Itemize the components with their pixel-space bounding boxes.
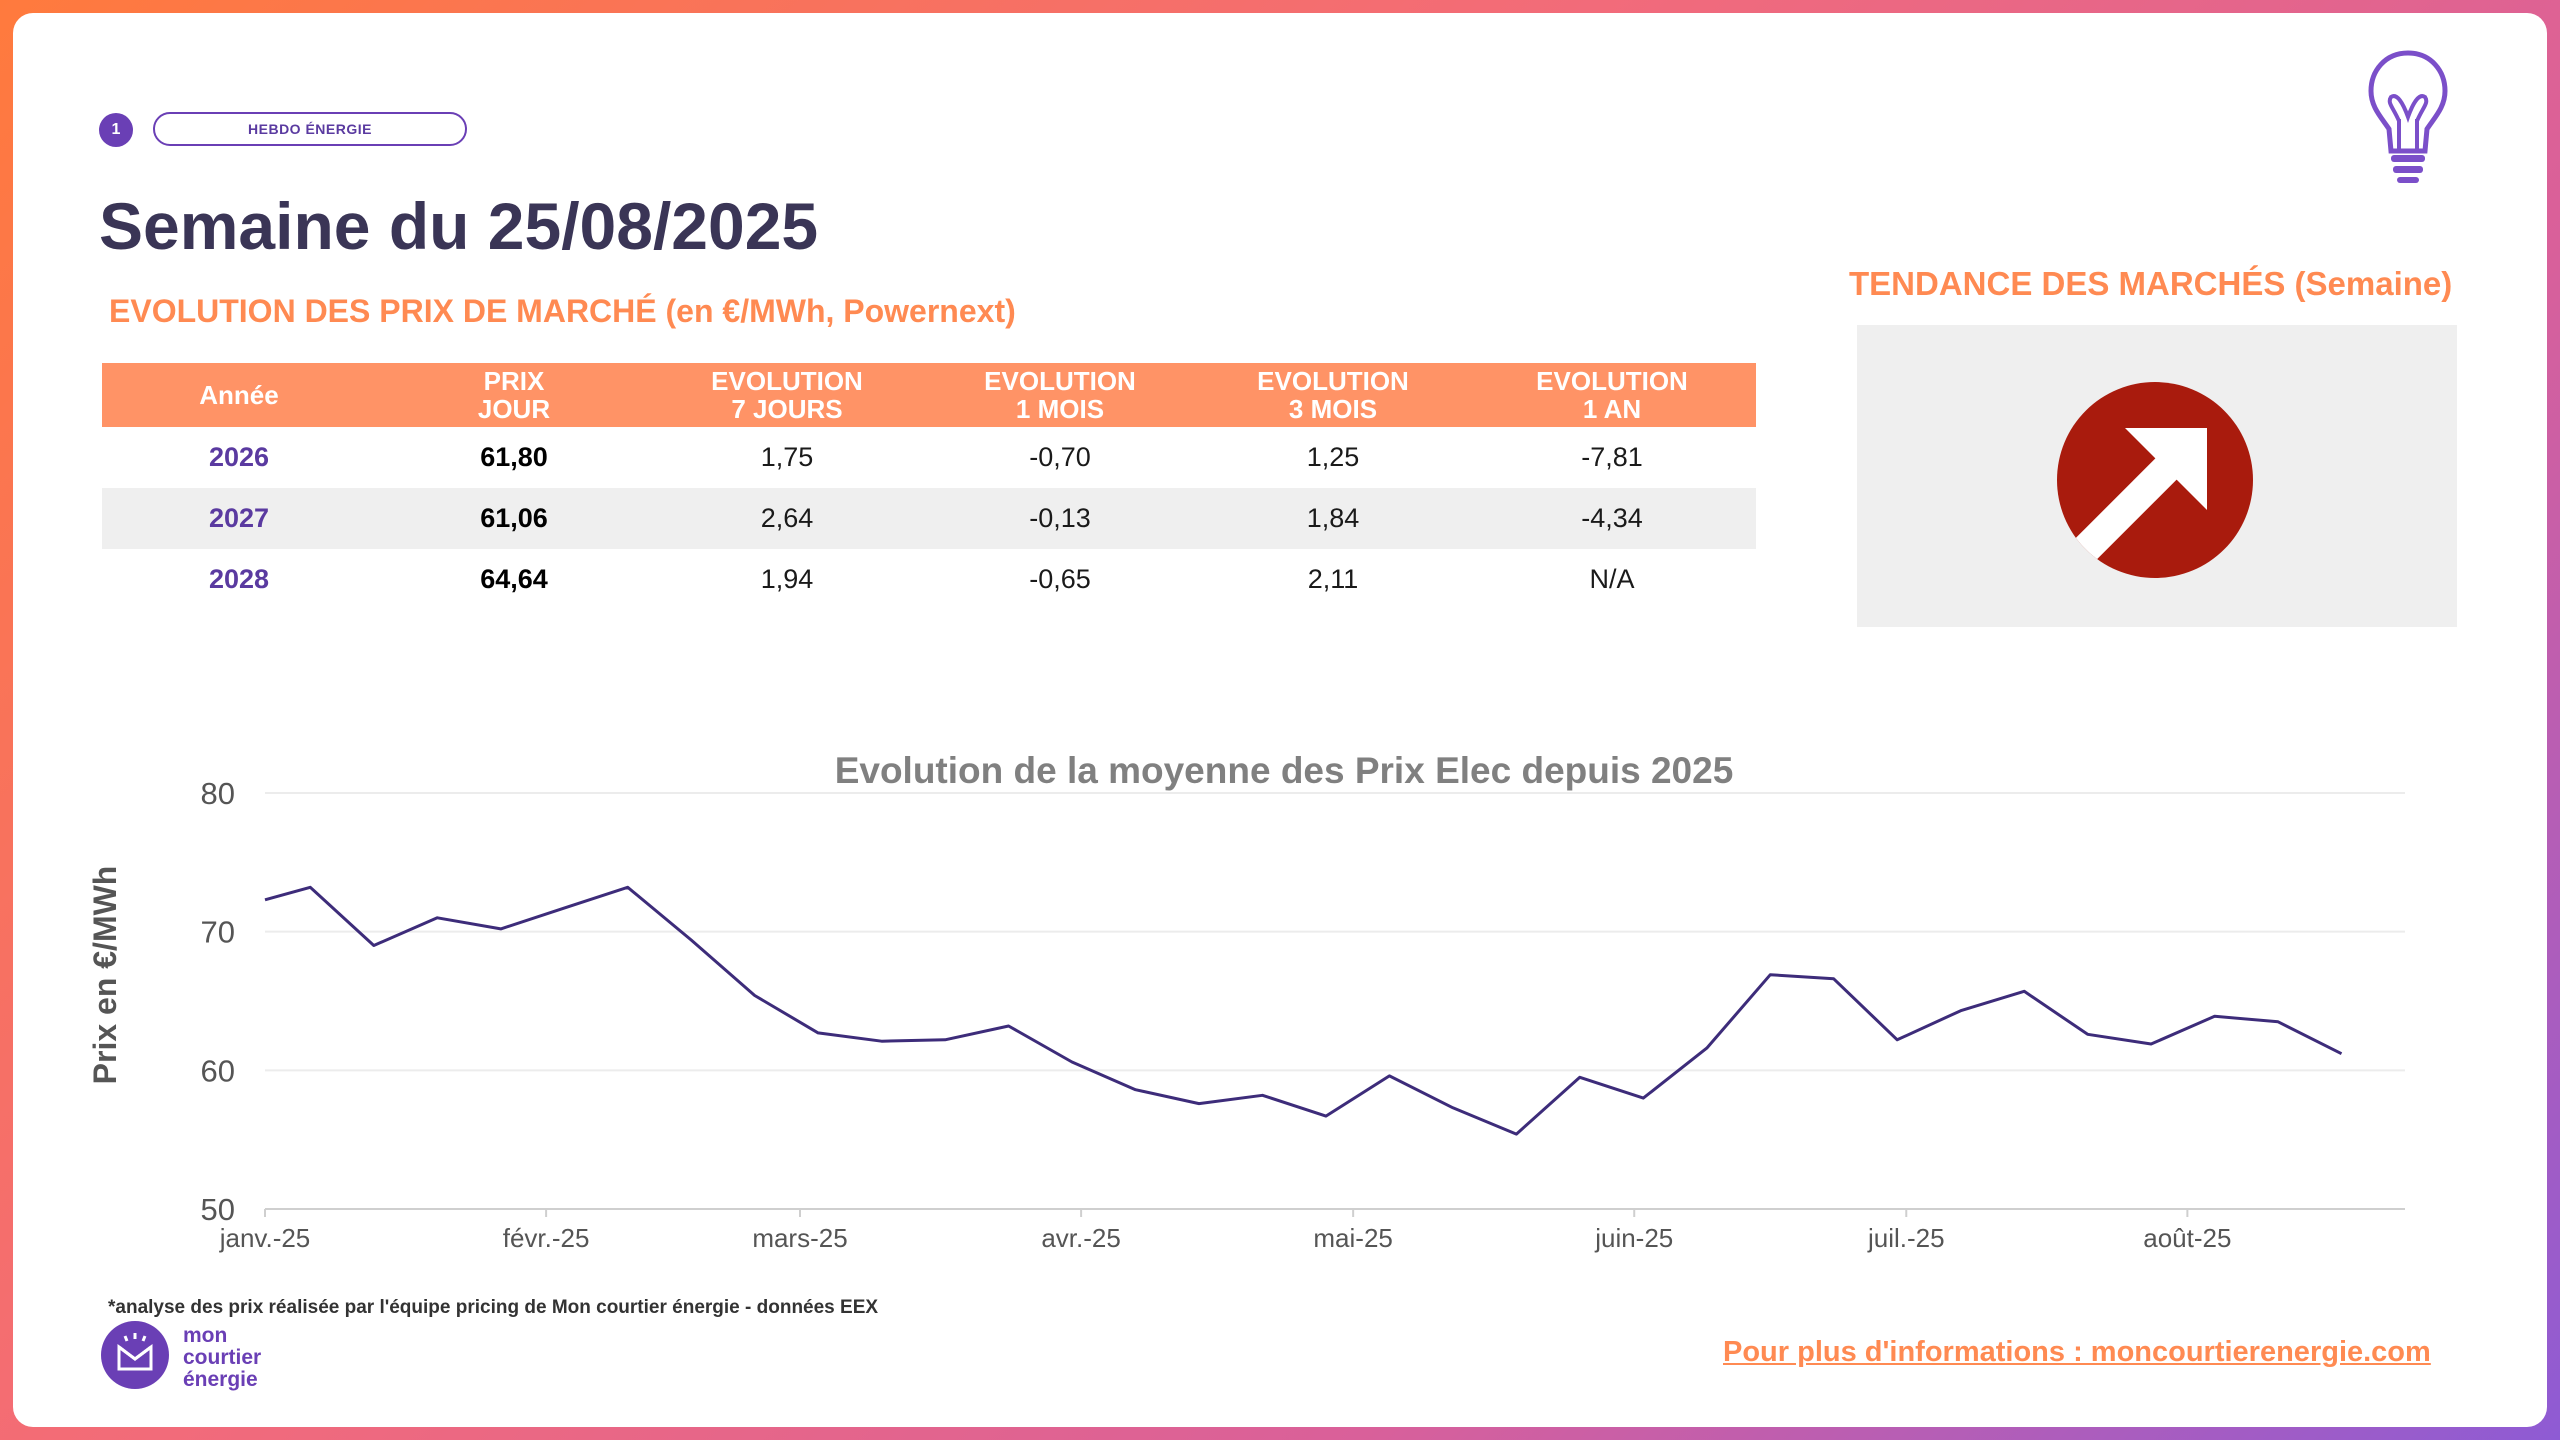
website-link[interactable]: Pour plus d'informations : moncourtieren… <box>1723 1336 2431 1368</box>
y-tick-label: 50 <box>201 1192 235 1227</box>
cell-evolution-7j: 1,75 <box>760 442 814 472</box>
header-evolution-1-mois: EVOLUTION 1 MOIS <box>922 363 1198 427</box>
table-row: 2027 61,06 2,64 -0,13 1,84 -4,34 <box>102 488 1756 549</box>
x-tick-label: août-25 <box>2143 1223 2231 1253</box>
y-tick-label: 60 <box>201 1053 235 1088</box>
cell-evolution-1a: -4,34 <box>1468 488 1756 549</box>
x-tick-label: janv.-25 <box>219 1223 311 1253</box>
cell-prix-jour: 61,80 <box>480 442 548 472</box>
cell-evolution-1m: -0,70 <box>1029 442 1091 472</box>
page-title: Semaine du 25/08/2025 <box>99 189 819 263</box>
cell-evolution-1a: -7,81 <box>1581 442 1643 472</box>
cell-prix-jour: 64,64 <box>480 564 548 594</box>
cell-year: 2026 <box>208 442 270 472</box>
price-line-chart: Evolution de la moyenne des Prix Elec de… <box>87 750 2405 1253</box>
header-annee: Année <box>102 363 376 427</box>
cell-year: 2028 <box>208 564 270 594</box>
trend-title: TENDANCE DES MARCHÉS (Semaine) <box>1849 265 2453 302</box>
cell-evolution-1a: N/A <box>1589 564 1635 594</box>
table-row: 2028 64,64 1,94 -0,65 2,11 N/A <box>102 549 1756 610</box>
header-evolution-1-an: EVOLUTION 1 AN <box>1468 363 1756 427</box>
cell-prix-jour: 61,06 <box>376 488 652 549</box>
y-tick-label: 70 <box>201 915 235 950</box>
cell-evolution-1m: -0,65 <box>1029 564 1091 594</box>
company-logo: mon courtier énergie <box>99 1319 299 1399</box>
cell-evolution-3m: 1,84 <box>1198 488 1468 549</box>
cell-evolution-3m: 1,25 <box>1306 442 1360 472</box>
x-tick-label: juil.-25 <box>1867 1223 1945 1253</box>
lightbulb-icon <box>2368 50 2448 183</box>
header-evolution-7-jours: EVOLUTION 7 JOURS <box>652 363 922 427</box>
trend-panel <box>1857 325 2457 627</box>
page-number-badge: 1 <box>99 113 133 147</box>
cell-year: 2027 <box>102 488 376 549</box>
x-tick-label: juin-25 <box>1594 1223 1673 1253</box>
cell-evolution-7j: 2,64 <box>652 488 922 549</box>
table-subtitle: EVOLUTION DES PRIX DE MARCHÉ (en €/MWh, … <box>109 293 1016 329</box>
envelope-logo-icon <box>101 1321 169 1389</box>
header-evolution-3-mois: EVOLUTION 3 MOIS <box>1198 363 1468 427</box>
y-tick-label: 80 <box>201 776 235 811</box>
x-tick-label: mai-25 <box>1313 1223 1392 1253</box>
chart-y-axis-label: Prix en €/MWh <box>87 866 123 1085</box>
x-tick-label: févr.-25 <box>503 1223 590 1253</box>
arrow-up-right-icon <box>2057 382 2253 578</box>
logo-wordmark: mon courtier énergie <box>183 1324 262 1391</box>
market-prices-table: Année PRIX JOUR EVOLUTION 7 JOURS EVOLUTIO… <box>102 363 1756 610</box>
chart-title: Evolution de la moyenne des Prix Elec de… <box>835 750 1734 791</box>
page-frame: 1 HEBDO ÉNERGIE Semaine du 25/08/2025 EV… <box>13 13 2547 1427</box>
table-header-row: Année PRIX JOUR EVOLUTION 7 JOURS EVOLUTIO… <box>102 363 1756 427</box>
footnote: *analyse des prix réalisée par l'équipe … <box>108 1297 879 1318</box>
table-row: 2026 61,80 1,75 -0,70 1,25 -7,81 <box>102 427 1756 488</box>
header-prix-jour: PRIX JOUR <box>376 363 652 427</box>
x-tick-label: avr.-25 <box>1041 1223 1121 1253</box>
cell-evolution-1m: -0,13 <box>922 488 1198 549</box>
cell-evolution-3m: 2,11 <box>1307 564 1359 594</box>
x-tick-label: mars-25 <box>752 1223 847 1253</box>
cell-evolution-7j: 1,94 <box>760 564 814 594</box>
series-line <box>264 885 2343 1136</box>
newsletter-tag: HEBDO ÉNERGIE <box>153 112 467 146</box>
